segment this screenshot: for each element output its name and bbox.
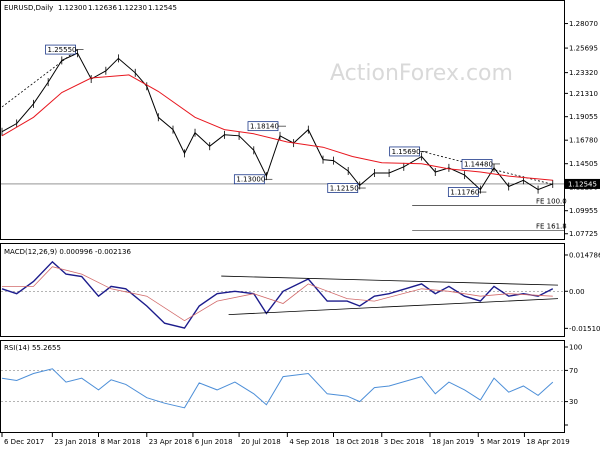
signal-line (2, 266, 553, 322)
macd-panel-frame (0, 243, 565, 337)
x-tick-label: 18 Jan 2019 (432, 438, 474, 446)
price-y-tick-label: 1.25695 (569, 45, 598, 53)
fib-level-label: FE 161.8 (536, 222, 567, 230)
x-tick-label: 6 Dec 2017 (4, 438, 44, 446)
macd-title: MACD(12,26,9) 0.000996 -0.002136 (4, 248, 131, 256)
symbol-label: EURUSD,Daily (4, 4, 53, 12)
macd-y-tick-label: 0.00 (569, 288, 585, 296)
x-axis: 6 Dec 2017 23 Jan 2018 8 Mar 2018 23 Apr 20… (1, 433, 570, 446)
rsi-y-axis: 100 70 30 (1, 344, 582, 426)
rsi-title: RSI(14) 55.2655 (4, 344, 61, 352)
macd-trendline (221, 275, 559, 286)
annotation-label: 1.25550 (48, 46, 77, 54)
annotation-label: 1.15690 (392, 148, 421, 156)
x-tick-label: 23 Jan 2018 (54, 438, 96, 446)
price-y-tick-label: 1.23320 (569, 69, 598, 77)
trend-dashed-2 (421, 151, 553, 185)
x-tick-label: 5 Mar 2019 (480, 438, 520, 446)
x-tick-label: 4 Sep 2018 (289, 438, 329, 446)
macd-y-tick-label: -0.015107 (569, 325, 600, 333)
x-tick-label: 18 Oct 2018 (336, 438, 379, 446)
price-y-tick-label: 1.09955 (569, 207, 598, 215)
ohlc-open: 1.12300 (58, 4, 87, 12)
price-y-tick-label: 1.16780 (569, 137, 598, 145)
annotation-label: 1.13000 (236, 176, 265, 184)
price-y-axis: 1.28070 1.25695 1.23320 1.21310 1.19055 1.167… (564, 20, 598, 238)
macd-line (1, 260, 554, 329)
price-panel-frame (0, 0, 565, 240)
macd-y-tick-label: 0.014786 (569, 251, 600, 259)
annotation-label: 1.12150 (330, 185, 359, 193)
ohlc-high: 1.12636 (88, 4, 117, 12)
x-tick-label: 3 Dec 2018 (384, 438, 424, 446)
x-tick-label: 8 Mar 2018 (101, 438, 141, 446)
price-y-tick-label: 1.07725 (569, 230, 598, 238)
ohlc-close: 1.12545 (148, 4, 177, 12)
ema-series-line (1, 74, 553, 181)
x-tick-label: 6 Jun 2018 (195, 438, 233, 446)
annotation-label: 1.18140 (250, 123, 279, 131)
ohlc-low: 1.12230 (118, 4, 147, 12)
price-series-line (1, 52, 553, 191)
rsi-y-tick-label: 30 (569, 398, 578, 406)
price-y-tick-label: 1.28070 (569, 20, 598, 28)
macd-plot (1, 260, 564, 329)
macd-trendline (228, 298, 559, 315)
x-tick-label: 23 Apr 2018 (149, 438, 192, 446)
rsi-plot (1, 368, 554, 409)
rsi-line (1, 368, 554, 409)
current-price-label: 1.12545 (568, 180, 597, 188)
x-tick-label: 20 Jul 2018 (241, 438, 281, 446)
fib-level-label: FE 100.0 (536, 198, 567, 206)
price-y-tick-label: 1.14505 (569, 160, 598, 168)
price-y-tick-label: 1.21310 (569, 90, 598, 98)
annotation-label: 1.14480 (464, 160, 493, 168)
x-tick-label: 18 Apr 2019 (526, 438, 569, 446)
watermark: ActionForex.com (330, 61, 513, 86)
annotation-label: 1.11760 (450, 189, 479, 197)
current-price-badge (565, 178, 600, 189)
annotation-box (233, 174, 265, 185)
price-plot: FE 100.0 FE 161.8 1.25550 1.18140 1.13000 1.1… (1, 44, 600, 231)
rsi-panel-frame (0, 340, 565, 433)
macd-y-axis: 0.014786 0.00 -0.015107 (564, 251, 600, 333)
rsi-y-tick-label: 70 (569, 367, 578, 375)
rsi-y-tick-label: 100 (569, 344, 582, 352)
price-y-tick-label: 1.19055 (569, 113, 598, 121)
